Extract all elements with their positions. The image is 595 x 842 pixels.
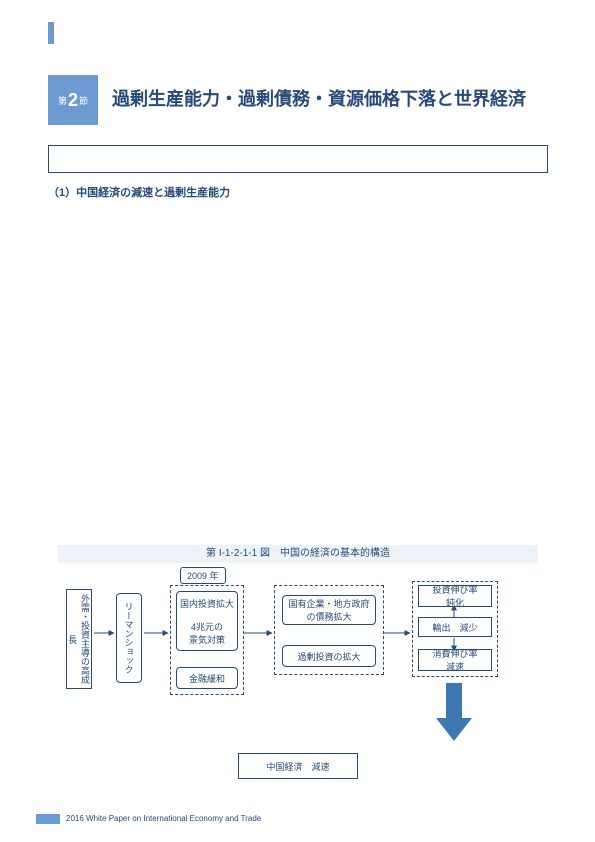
node-consump-slow: 消費伸び率 減速: [418, 649, 492, 671]
intro-box: [48, 145, 548, 173]
diagram-body: 2009 年 外需・投資主導の高成長 リーマンショック 国内投資拡大 4兆元の …: [58, 563, 538, 793]
chapter-pre: 第: [58, 94, 67, 107]
node-result: 中国経済 減速: [238, 753, 358, 779]
node-lehman: リーマンショック: [116, 593, 142, 683]
node-monetary: 金融緩和: [176, 667, 238, 689]
node-soe-debt: 国有企業・地方政府 の債務拡大: [282, 595, 376, 625]
node-demand-growth: 外需・投資主導の高成長: [66, 589, 92, 689]
node-stimulus: 国内投資拡大 4兆元の 景気対策: [176, 591, 238, 651]
big-arrow-down: [436, 683, 472, 741]
diagram-caption: 第 I-1-2-1-1 図 中国の経済の基本的構造: [58, 545, 538, 563]
year-label: 2009 年: [180, 567, 226, 584]
chapter-post: 節: [79, 94, 88, 107]
diagram: 第 I-1-2-1-1 図 中国の経済の基本的構造: [58, 545, 538, 793]
footer-accent: [36, 814, 60, 824]
chapter-badge: 第 2 節: [48, 75, 98, 125]
node-export-down: 輸出 減少: [418, 617, 492, 637]
chapter-num: 2: [68, 90, 78, 111]
top-accent: [48, 22, 54, 44]
footer-text: 2016 White Paper on International Econom…: [66, 814, 261, 824]
chapter-title: 過剰生産能力・過剰債務・資源価格下落と世界経済: [112, 85, 526, 111]
subheading: （1）中国経済の減速と過剰生産能力: [48, 184, 230, 200]
node-invest-slow: 投資伸び率 鈍化: [418, 585, 492, 607]
node-excess-invest: 過剰投資の拡大: [282, 645, 376, 667]
